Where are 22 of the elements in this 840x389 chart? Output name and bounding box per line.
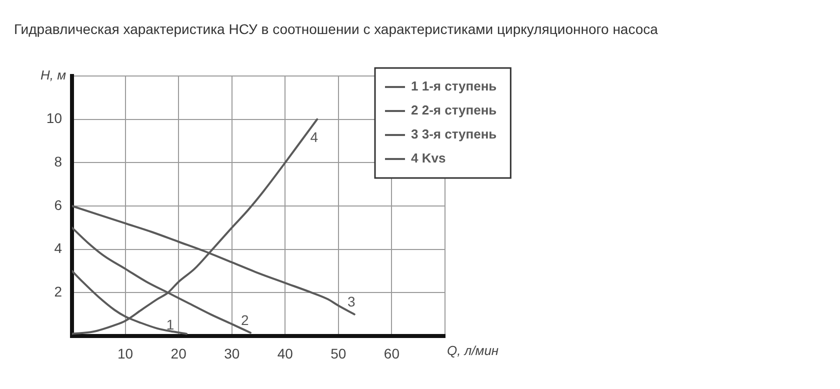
chart-title: Гидравлическая характеристика НСУ в соотношении с характеристиками циркуляционного насоса xyxy=(14,20,658,37)
x-tick-label: 50 xyxy=(330,345,346,362)
annotation: 3 xyxy=(348,294,356,310)
annotation: 2 xyxy=(240,312,249,328)
x-tick-label: 20 xyxy=(170,345,187,362)
x-tick-label: 30 xyxy=(224,345,240,362)
x-axis-title: Q, л/мин xyxy=(447,343,499,358)
legend-label: 3 3-я ступень xyxy=(411,126,497,142)
x-tick-label: 40 xyxy=(277,345,294,362)
y-tick-label: 4 xyxy=(54,240,62,256)
legend-label: 1 1-я ступень xyxy=(411,78,497,94)
y-tick-label: 2 xyxy=(54,284,62,300)
legend-label: 4 Kvs xyxy=(411,150,446,166)
annotation: 4 xyxy=(310,128,318,145)
annotation: 1 xyxy=(166,316,174,332)
x-tick-label: 10 xyxy=(117,345,134,362)
x-tick-label: 60 xyxy=(384,345,400,362)
legend-label: 2 2-я ступень xyxy=(411,102,497,118)
y-tick-label: 10 xyxy=(46,110,62,126)
y-axis-title: H, м xyxy=(40,68,66,83)
y-tick-label: 6 xyxy=(54,196,62,213)
y-tick-label: 8 xyxy=(54,154,62,170)
